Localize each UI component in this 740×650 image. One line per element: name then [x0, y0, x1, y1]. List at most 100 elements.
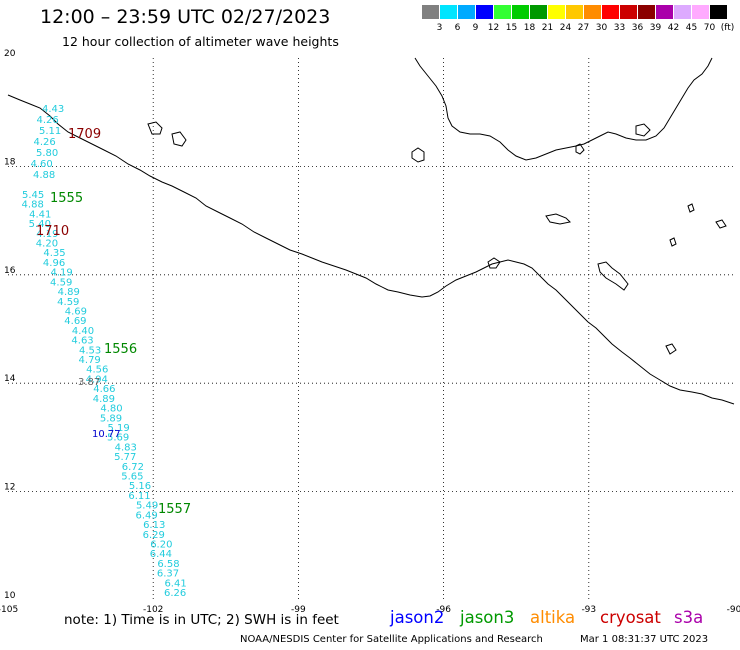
swh-value-label: 4.19 [50, 268, 72, 279]
swh-value-label: 6.72 [122, 462, 144, 473]
longitude-tick-label: -105 [0, 605, 18, 615]
page-subtitle: 12 hour collection of altimeter wave hei… [62, 34, 339, 49]
swh-value-label: 5.40 [29, 219, 51, 230]
pass-time-label: 1556 [104, 342, 137, 357]
swh-value-label: 6.11 [128, 491, 150, 502]
lake [171, 131, 187, 147]
swh-value-label: 4.79 [79, 355, 101, 366]
swh-value-label: 6.29 [143, 530, 165, 541]
legend-swatch [656, 5, 673, 19]
axis-tick-labels: -105 -102 -99 -96 -93 -90 20 18 16 14 12 10 [0, 49, 740, 615]
swh-value-label: 4.56 [86, 365, 108, 376]
lake [487, 257, 501, 269]
swh-value-label: 6.49 [136, 510, 158, 521]
swh-value-label: 6.20 [150, 539, 172, 550]
legend-swatch [674, 5, 691, 19]
lake [635, 123, 651, 137]
swh-value-label: 5.19 [107, 423, 129, 434]
swh-value-label: 6.13 [143, 520, 165, 531]
latitude-tick-label: 10 [4, 591, 16, 601]
legend-label: 33 [613, 23, 626, 33]
swh-value-label: 5.80 [36, 148, 58, 159]
swh-value-label: 4.19 [36, 229, 58, 240]
lake [545, 213, 572, 225]
swh-value-label: 6.26 [164, 588, 186, 599]
latitude-tick-label: 12 [4, 483, 15, 493]
coastline [7, 57, 735, 405]
lake [575, 143, 585, 155]
longitude-tick-label: -102 [143, 605, 163, 615]
legend-label: 27 [577, 23, 590, 33]
swh-value-label: 5.89 [100, 413, 122, 424]
swh-value-label: 6.37 [157, 569, 179, 580]
swh-value-label: 10.77 [92, 429, 121, 440]
generation-timestamp: Mar 1 08:31:37 UTC 2023 [580, 634, 709, 645]
swh-value-label: 3.87 [78, 377, 100, 388]
lake [665, 343, 677, 355]
latitude-tick-label: 18 [4, 157, 16, 167]
longitude-tick-label: -99 [291, 605, 306, 615]
legend-swatch [710, 5, 727, 19]
swh-value-label: 4.35 [43, 248, 65, 259]
swh-value-label: 4.89 [93, 394, 115, 405]
legend-label: 45 [685, 23, 698, 33]
swh-value-label: 6.41 [164, 578, 186, 589]
lake [411, 147, 425, 163]
legend-label: 39 [649, 23, 662, 33]
legend-label: 15 [505, 23, 518, 33]
swh-value-label: 4.66 [93, 384, 115, 395]
swh-value-label: 4.26 [34, 137, 56, 148]
legend-swatch [692, 5, 709, 19]
swh-value-label: 5.69 [107, 433, 129, 444]
swh-value-label: 4.69 [64, 316, 86, 327]
legend-label: 6 [454, 23, 461, 33]
legend-label: 21 [541, 23, 554, 33]
legend-swatch [476, 5, 493, 19]
coastline-gulf [414, 57, 713, 161]
legend-swatch [494, 5, 511, 19]
swh-value-label: 4.59 [50, 277, 72, 288]
credit-line: NOAA/NESDIS Center for Satellite Applica… [240, 634, 543, 645]
legend-swatch [440, 5, 457, 19]
longitude-tick-label: -90 [727, 605, 740, 615]
legend-label: 12 [487, 23, 500, 33]
legend-label: 30 [595, 23, 608, 33]
graticule-grid [8, 58, 734, 600]
swh-value-label: 4.96 [43, 258, 65, 269]
legend-swatch [602, 5, 619, 19]
satellite-name: jason3 [460, 608, 515, 627]
swh-value-label: 4.40 [72, 326, 94, 337]
legend-swatch [512, 5, 529, 19]
legend-swatch [530, 5, 547, 19]
swh-value-label: 4.88 [22, 200, 44, 211]
swh-value-label: 4.60 [31, 159, 53, 170]
swh-value-label: 4.88 [33, 170, 55, 181]
coastline-mainland [7, 94, 735, 405]
longitude-tick-label: -93 [581, 605, 596, 615]
legend-label: 42 [667, 23, 680, 33]
lake [147, 121, 163, 135]
lake [687, 203, 695, 213]
swh-value-label: 4.94 [86, 374, 108, 385]
swh-value-label: 4.43 [42, 104, 64, 115]
legend-label: 24 [559, 23, 572, 33]
satellite-name: altika [530, 608, 576, 627]
pass-time-label: 1555 [50, 191, 83, 206]
satellite-name: cryosat [600, 608, 661, 627]
legend-label: (ft) [720, 23, 735, 33]
legend-label: 70 [703, 23, 716, 33]
pass-time-label: 1710 [36, 224, 69, 239]
swh-value-label: 4.26 [37, 115, 59, 126]
lake [715, 219, 727, 229]
swh-value-label: 4.59 [57, 297, 79, 308]
pass-time-label: 1709 [68, 127, 101, 142]
page-title: 12:00 – 23:59 UTC 02/27/2023 [40, 6, 331, 28]
legend-label: 3 [436, 23, 443, 33]
swh-value-label: 4.41 [29, 209, 51, 220]
swh-value-label: 4.89 [58, 287, 80, 298]
lake [597, 261, 629, 291]
latitude-tick-label: 16 [4, 266, 16, 276]
swh-value-label: 5.11 [39, 126, 61, 137]
longitude-tick-label: -96 [436, 605, 451, 615]
